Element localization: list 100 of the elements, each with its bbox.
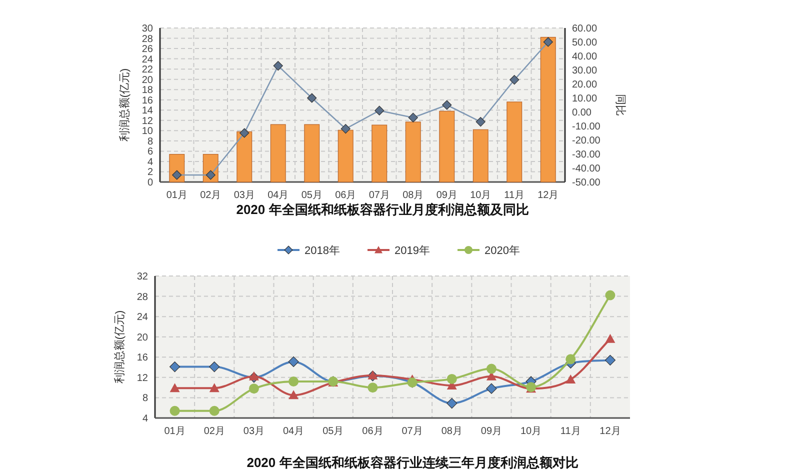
x-tick-label: 12月: [538, 190, 559, 201]
x-tick-label: 07月: [368, 190, 390, 201]
x-tick-label: 01月: [166, 190, 188, 201]
y-axis-title: 利润总额(亿元): [118, 68, 131, 142]
x-tick-label: 08月: [441, 426, 462, 437]
x-tick-label: 02月: [200, 190, 222, 201]
y-tick-label: 4: [147, 156, 154, 168]
y2-tick-label: -50.00: [572, 178, 601, 188]
x-tick-label: 11月: [560, 426, 581, 437]
point: [486, 383, 497, 394]
point: [446, 398, 458, 409]
point: [476, 117, 486, 127]
y2-axis-title: 同比: [614, 94, 627, 116]
point: [605, 334, 616, 343]
x-tick-label: 09月: [480, 426, 502, 437]
bar: [270, 124, 286, 182]
point: [240, 128, 250, 138]
y-axis-title: 利润总额(亿元): [113, 310, 126, 384]
x-tick-label: 09月: [436, 190, 458, 201]
x-tick-label: 05月: [301, 190, 322, 201]
y2-tick-label: -10.00: [572, 122, 601, 132]
y-tick-label: 12: [142, 116, 154, 127]
y-tick-label: 16: [136, 352, 148, 364]
y2-tick-label: 30.00: [572, 66, 598, 76]
bar: [304, 124, 320, 182]
point: [446, 374, 457, 384]
y-tick-label: 8: [147, 136, 154, 148]
point: [273, 61, 283, 71]
y-tick-label: 32: [136, 272, 148, 282]
y-tick-label: 28: [142, 34, 154, 45]
x-tick-label: 03月: [243, 426, 265, 437]
x-tick-label: 10月: [470, 190, 492, 201]
point: [408, 112, 418, 122]
x-tick-label: 04月: [282, 426, 304, 437]
x-tick-label: 04月: [268, 190, 289, 201]
point: [288, 356, 299, 368]
y2-tick-label: -40.00: [572, 164, 601, 174]
y-tick-label: 14: [142, 106, 154, 117]
point: [170, 406, 180, 416]
text: 2020 年全国纸和纸板容器行业月度利润总额及同比: [236, 202, 529, 217]
point: [206, 170, 216, 180]
point: [170, 383, 180, 392]
bar: [439, 110, 455, 182]
point: [368, 382, 378, 393]
bar: [338, 130, 354, 182]
bar: [472, 129, 488, 182]
bar: [506, 102, 522, 182]
x-tick-label: 05月: [322, 426, 344, 437]
point: [288, 390, 299, 400]
bar: [405, 122, 421, 182]
x-tick-label: 03月: [234, 190, 255, 201]
x-tick-label: 06月: [335, 190, 356, 201]
point: [486, 364, 496, 374]
x-tick-label: 06月: [362, 426, 384, 437]
y2-tick-label: 60.00: [572, 24, 598, 34]
point: [209, 406, 220, 416]
point: [442, 100, 452, 110]
point: [307, 93, 317, 103]
x-tick-label: 01月: [164, 426, 186, 437]
y-tick-label: 8: [142, 393, 148, 404]
point: [209, 361, 220, 372]
point: [566, 354, 576, 364]
x-tick-label: 07月: [402, 426, 423, 437]
y-tick-label: 26: [142, 44, 154, 56]
bar: [540, 36, 556, 182]
point: [209, 383, 220, 392]
x-tick-label: 08月: [402, 190, 424, 201]
y-tick-label: 20: [136, 332, 148, 344]
x-tick-label: 12月: [600, 426, 621, 437]
y2-tick-label: 0.00: [572, 108, 592, 118]
y-tick-label: 0: [147, 178, 154, 188]
point: [543, 37, 553, 47]
point: [288, 376, 299, 386]
point: [374, 106, 384, 116]
point: [172, 170, 182, 180]
point: [510, 75, 520, 85]
y2-tick-label: 50.00: [572, 38, 598, 48]
x-tick-label: 02月: [204, 426, 225, 437]
point: [605, 290, 616, 300]
y-tick-label: 22: [142, 64, 154, 76]
legend-label: 2019年: [394, 245, 430, 257]
x-tick-label: 11月: [504, 190, 525, 201]
point: [340, 124, 350, 134]
point: [248, 384, 259, 394]
y-tick-label: 10: [142, 126, 154, 138]
y2-tick-label: 40.00: [572, 52, 598, 62]
y-tick-label: 28: [136, 292, 148, 303]
bar: [372, 124, 388, 182]
y2-tick-label: 10.00: [572, 94, 598, 104]
y-tick-label: 12: [136, 372, 148, 384]
point: [169, 361, 180, 372]
y-tick-label: 18: [142, 85, 154, 96]
legend-label: 2020年: [484, 245, 520, 257]
y-tick-label: 6: [147, 146, 154, 158]
x-tick-label: 10月: [520, 426, 542, 437]
y2-tick-label: -30.00: [572, 150, 601, 160]
y2-tick-label: 20.00: [572, 80, 598, 90]
y-tick-label: 20: [142, 74, 154, 86]
y-tick-label: 24: [142, 54, 154, 66]
text: 2020 年全国纸和纸板容器行业连续三年月度利润总额对比: [246, 455, 578, 470]
